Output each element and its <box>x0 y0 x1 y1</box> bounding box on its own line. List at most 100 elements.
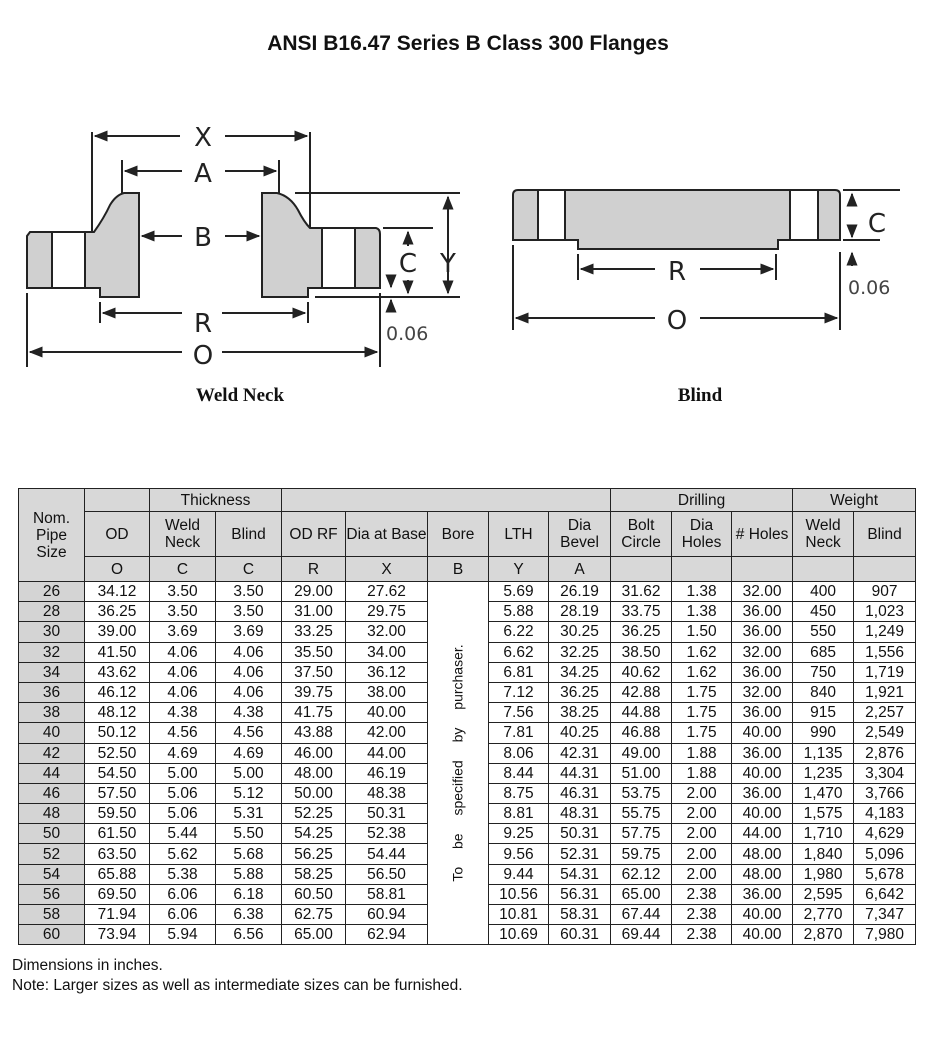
table-cell: 1.75 <box>671 681 733 704</box>
column-header: # Holes <box>731 511 794 557</box>
column-header: Bore <box>427 511 489 557</box>
table-row: 30 39.00 3.69 3.69 33.25 32.00 6.22 30.25 36.25 1… <box>18 621 917 643</box>
column-symbol: C <box>215 556 282 582</box>
column-header: OD RF <box>281 511 346 557</box>
table-row: 50 61.50 5.44 5.50 54.25 52.38 9.25 50.31 57.75 2… <box>18 823 917 845</box>
table-cell: 44.31 <box>547 762 612 784</box>
table-cell: 6.81 <box>488 661 549 683</box>
table-cell: 29.00 <box>281 580 346 603</box>
nom-pipe-size-cell: 34 <box>18 661 85 683</box>
table-cell: 46.31 <box>547 782 612 805</box>
table-cell: 31.00 <box>281 601 346 623</box>
table-cell: 36.00 <box>731 661 794 683</box>
table-cell: 8.44 <box>488 762 549 784</box>
table-cell: 750 <box>792 661 855 683</box>
table-cell: 4.06 <box>215 681 282 704</box>
nom-pipe-size-cell: 26 <box>18 580 85 603</box>
table-row: 26 34.12 3.50 3.50 29.00 27.62 To be specified… <box>18 580 917 946</box>
table-cell: 6.06 <box>149 883 216 906</box>
table-cell: 42.88 <box>610 681 673 704</box>
table-cell: 2,870 <box>792 924 855 946</box>
column-symbol <box>731 556 794 582</box>
table-cell: 54.31 <box>547 863 612 885</box>
table-cell: 32.00 <box>345 621 428 643</box>
label-b: B <box>194 223 212 253</box>
table-cell: 3.50 <box>215 601 282 623</box>
table-cell: 59.50 <box>84 803 150 825</box>
table-cell: 2,770 <box>792 903 855 926</box>
table-cell: 2.38 <box>671 924 733 946</box>
table-cell: 28.19 <box>547 601 612 623</box>
table-cell: 4.06 <box>149 661 216 683</box>
table-cell: 4.56 <box>149 722 216 744</box>
label-o: O <box>193 341 213 371</box>
blind-label-o: O <box>667 306 687 336</box>
header-drilling: Drilling <box>610 488 794 512</box>
table-cell: 3.50 <box>215 580 282 603</box>
nom-pipe-size-cell: 48 <box>18 803 85 825</box>
blind-drawing <box>512 189 900 330</box>
table-cell: 4.56 <box>215 722 282 744</box>
table-row: 56 69.50 6.06 6.18 60.50 58.81 10.56 56.31 65.00… <box>18 883 917 906</box>
table-cell: 9.25 <box>488 823 549 845</box>
table-cell: 36.00 <box>731 621 794 643</box>
column-header: Bolt Circle <box>610 511 673 557</box>
table-cell: 62.94 <box>345 924 428 946</box>
table-cell: 34.25 <box>547 661 612 683</box>
table-cell: 58.25 <box>281 863 346 885</box>
table-cell: 62.75 <box>281 903 346 926</box>
column-symbol: O <box>84 556 150 582</box>
table-cell: 6.22 <box>488 621 549 643</box>
table-cell: 58.31 <box>547 903 612 926</box>
table-cell: 30.25 <box>547 621 612 643</box>
table-cell: 2.00 <box>671 863 733 885</box>
column-symbol: C <box>149 556 216 582</box>
table-cell: 38.50 <box>610 641 673 663</box>
table-cell: 46.19 <box>345 762 428 784</box>
table-cell: 8.06 <box>488 742 549 764</box>
table-cell: 5.69 <box>488 580 549 603</box>
table-cell: 907 <box>853 580 917 603</box>
blind-label-c: C <box>868 209 886 239</box>
nom-pipe-size-cell: 32 <box>18 641 85 663</box>
table-cell: 26.19 <box>547 580 612 603</box>
table-cell: 48.31 <box>547 803 612 825</box>
table-cell: 5.50 <box>215 823 282 845</box>
table-cell: 990 <box>792 722 855 744</box>
table-cell: 10.81 <box>488 903 549 926</box>
column-header: Dia Bevel <box>547 511 612 557</box>
table-cell: 1.38 <box>671 580 733 603</box>
table-cell: 60.31 <box>547 924 612 946</box>
table-cell: 550 <box>792 621 855 643</box>
table-row: 36 46.12 4.06 4.06 39.75 38.00 7.12 36.25 42.88 1… <box>18 681 917 704</box>
table-cell: 54.50 <box>84 762 150 784</box>
bolt-hole-right <box>321 227 356 289</box>
table-cell: 3,304 <box>853 762 917 784</box>
table-cell: 32.00 <box>731 641 794 663</box>
table-cell: 37.50 <box>281 661 346 683</box>
blind-section <box>512 189 841 250</box>
table-cell: 4,629 <box>853 823 917 845</box>
table-cell: 42.31 <box>547 742 612 764</box>
table-cell: 7.12 <box>488 681 549 704</box>
header-blank <box>84 488 150 512</box>
column-header: Dia Holes <box>671 511 733 557</box>
table-cell: 63.50 <box>84 843 150 865</box>
table-row: 42 52.50 4.69 4.69 46.00 44.00 8.06 42.31 49.00 1… <box>18 742 917 764</box>
table-row: 52 63.50 5.62 5.68 56.25 54.44 9.56 52.31 59.75 2… <box>18 843 917 865</box>
table-cell: 53.75 <box>610 782 673 805</box>
table-cell: 34.00 <box>345 641 428 663</box>
table-cell: 10.56 <box>488 883 549 906</box>
table-cell: 48.00 <box>731 863 794 885</box>
table-row: 46 57.50 5.06 5.12 50.00 48.38 8.75 46.31 53.75 2… <box>18 782 917 805</box>
table-cell: 1,710 <box>792 823 855 845</box>
table-cell: 2,876 <box>853 742 917 764</box>
column-symbol <box>792 556 855 582</box>
table-cell: 1.88 <box>671 762 733 784</box>
table-cell: 71.94 <box>84 903 150 926</box>
table-cell: 57.75 <box>610 823 673 845</box>
table-cell: 43.88 <box>281 722 346 744</box>
table-cell: 57.50 <box>84 782 150 805</box>
header-thickness: Thickness <box>149 488 282 512</box>
table-cell: 3,766 <box>853 782 917 805</box>
